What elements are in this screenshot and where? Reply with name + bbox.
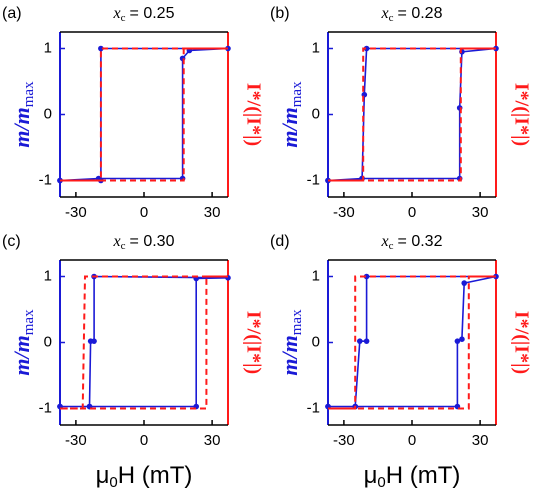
x-tick-label: -30 [333, 204, 355, 221]
x-label-rest: H (mT) [118, 462, 193, 489]
y-label-main: m/m [9, 107, 34, 147]
y-label-main: m/m [277, 107, 302, 147]
y-label-main: m/m [277, 335, 302, 375]
panel-title: xc = 0.25 [113, 5, 175, 24]
x-tick-label: 30 [472, 204, 489, 221]
data-point [363, 45, 370, 52]
x-tick-label: 30 [472, 432, 489, 449]
panel-label: (c) [2, 233, 21, 250]
data-point [363, 338, 370, 344]
data-point [87, 338, 94, 344]
x-tick-label: 0 [140, 432, 148, 449]
panel-label: (a) [2, 5, 22, 22]
x-tick-label: -30 [65, 204, 87, 221]
x-tick-label: 0 [408, 204, 416, 221]
title-value: = 0.32 [398, 233, 443, 250]
y-axis-label: m/mmax [9, 81, 37, 148]
data-point [454, 338, 461, 344]
loop-line [60, 275, 229, 408]
title-sub: c [121, 12, 126, 24]
loop-line [328, 47, 496, 182]
y-tick-label: 1 [44, 39, 52, 56]
y-tick-label: -1 [307, 171, 320, 188]
loop-line [59, 47, 229, 182]
title-var: x [113, 5, 121, 22]
y-label-sub: max [289, 81, 305, 107]
y2-axis-label: I*/(|I*|) [242, 83, 264, 146]
title-value: = 0.30 [130, 233, 175, 250]
y-tick-label: 1 [312, 267, 320, 284]
y-tick-label: 0 [44, 333, 52, 350]
x-label-sub: 0 [377, 474, 385, 491]
y-axis-label: m/mmax [277, 309, 305, 376]
x-label-sub: 0 [109, 474, 117, 491]
x-tick-label: 30 [204, 432, 221, 449]
y-axis-label: m/mmax [277, 81, 305, 148]
y2-axis-label: I*/(|I*|) [510, 83, 532, 146]
loop-line [60, 275, 228, 410]
y-tick-label: -1 [39, 171, 52, 188]
title-sub: c [389, 12, 394, 24]
y-label-sub: max [289, 309, 305, 335]
y2-axis-label: I*/(|I*|) [242, 311, 264, 374]
data-point [461, 280, 468, 286]
loop-line [328, 275, 497, 408]
y2-axis-label: I*/(|I*|) [510, 311, 532, 374]
title-sub: c [121, 240, 126, 252]
title-var: x [113, 233, 121, 250]
y-axis-label: m/mmax [9, 309, 37, 376]
panel-title: xc = 0.32 [381, 233, 443, 252]
panel-title: xc = 0.28 [381, 5, 443, 24]
x-label-rest: H (mT) [386, 462, 461, 489]
y-tick-label: 1 [44, 267, 52, 284]
x-label-main: μ [96, 462, 110, 489]
panel-label: (d) [270, 233, 290, 250]
x-label-main: μ [364, 462, 378, 489]
title-var: x [381, 233, 389, 250]
title-sub: c [389, 240, 394, 252]
x-tick-label: -30 [333, 432, 355, 449]
y-tick-label: -1 [307, 399, 320, 416]
x-tick-label: 0 [140, 204, 148, 221]
data-point [459, 336, 465, 343]
panel: (b) xc = 0.28 -30 0 30 -1 0 1 m/mmax I*/(|I*|) [270, 5, 532, 221]
data-point [363, 273, 370, 280]
title-value: = 0.25 [130, 5, 175, 22]
panel-label: (b) [270, 5, 290, 22]
x-axis-label: μ0H (mT) [364, 462, 461, 491]
y-tick-label: 1 [312, 39, 320, 56]
x-tick-label: -30 [65, 432, 87, 449]
y-label-sub: max [21, 309, 37, 335]
title-var: x [381, 5, 389, 22]
y-tick-label: 0 [44, 105, 52, 122]
y-tick-label: 0 [312, 333, 320, 350]
loop-line [328, 275, 496, 410]
x-tick-label: 30 [204, 204, 221, 221]
panel-title: xc = 0.30 [113, 233, 175, 252]
y-tick-label: -1 [39, 399, 52, 416]
data-point [98, 45, 104, 52]
loop-line [60, 47, 228, 182]
y-label-main: m/m [9, 335, 34, 375]
y-tick-label: 0 [312, 105, 320, 122]
data-point [356, 338, 363, 344]
y-label-sub: max [21, 81, 37, 107]
loop-line [327, 47, 497, 182]
title-value: = 0.28 [398, 5, 443, 22]
x-tick-label: 0 [408, 432, 416, 449]
panel: (a) xc = 0.25 -30 0 30 -1 0 1 m/mmax I*/(|I*|) [2, 5, 264, 221]
x-axis-label: μ0H (mT) [96, 462, 193, 491]
